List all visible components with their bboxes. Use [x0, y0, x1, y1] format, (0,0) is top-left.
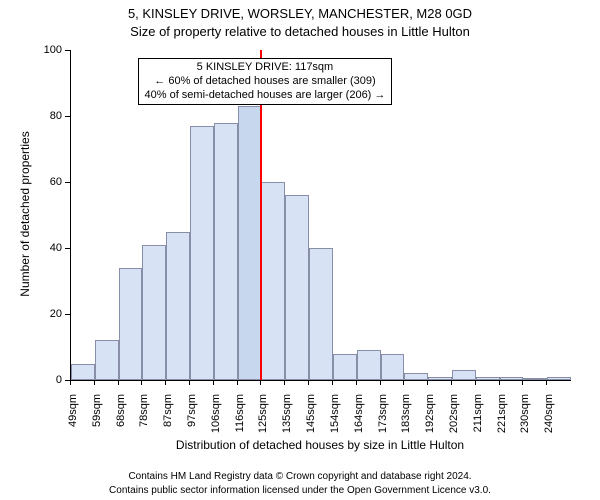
x-tick-label: 97sqm — [186, 394, 198, 454]
x-tick-label: 116sqm — [234, 394, 246, 454]
footer-line-2: Contains public sector information licen… — [0, 485, 600, 496]
histogram-bar — [476, 377, 500, 380]
x-tick-mark — [332, 380, 333, 385]
x-tick-label: 192sqm — [424, 394, 436, 454]
x-tick-label: 154sqm — [329, 394, 341, 454]
y-tick-label: 20 — [32, 308, 62, 320]
histogram-bar — [166, 232, 190, 381]
histogram-bar — [404, 373, 428, 380]
histogram-bar — [142, 245, 166, 380]
footer-line-1: Contains HM Land Registry data © Crown c… — [0, 471, 600, 482]
x-tick-mark — [94, 380, 95, 385]
histogram-bar — [261, 182, 285, 380]
y-tick-mark — [65, 50, 70, 51]
x-tick-mark — [189, 380, 190, 385]
x-tick-label: 202sqm — [448, 394, 460, 454]
x-tick-mark — [213, 380, 214, 385]
histogram-bar — [381, 354, 405, 380]
x-tick-label: 183sqm — [400, 394, 412, 454]
x-tick-mark — [356, 380, 357, 385]
histogram-bar — [285, 195, 309, 380]
x-tick-label: 49sqm — [67, 394, 79, 454]
chart-title-address: 5, KINSLEY DRIVE, WORSLEY, MANCHESTER, M… — [0, 6, 600, 21]
annotation-box: 5 KINSLEY DRIVE: 117sqm ← 60% of detache… — [138, 58, 393, 105]
histogram-bar — [190, 126, 214, 380]
x-tick-mark — [260, 380, 261, 385]
x-tick-mark — [451, 380, 452, 385]
histogram-bar — [333, 354, 357, 380]
y-tick-label: 100 — [32, 44, 62, 56]
x-tick-label: 173sqm — [377, 394, 389, 454]
histogram-bar — [523, 378, 547, 380]
histogram-bar — [428, 377, 452, 380]
y-tick-label: 0 — [32, 374, 62, 386]
y-tick-label: 40 — [32, 242, 62, 254]
x-tick-mark — [427, 380, 428, 385]
x-tick-mark — [546, 380, 547, 385]
x-tick-mark — [118, 380, 119, 385]
y-tick-mark — [65, 116, 70, 117]
x-tick-label: 125sqm — [257, 394, 269, 454]
x-tick-label: 230sqm — [519, 394, 531, 454]
x-tick-mark — [284, 380, 285, 385]
x-tick-label: 221sqm — [496, 394, 508, 454]
x-tick-mark — [308, 380, 309, 385]
annotation-line-3: 40% of semi-detached houses are larger (… — [145, 89, 386, 103]
x-tick-mark — [522, 380, 523, 385]
y-tick-mark — [65, 248, 70, 249]
y-tick-label: 80 — [32, 110, 62, 122]
histogram-bar — [71, 364, 95, 381]
y-axis-label: Number of detached properties — [18, 49, 32, 379]
x-tick-label: 135sqm — [281, 394, 293, 454]
x-tick-mark — [141, 380, 142, 385]
histogram-bar — [357, 350, 381, 380]
annotation-line-1: 5 KINSLEY DRIVE: 117sqm — [145, 61, 386, 75]
x-tick-label: 59sqm — [91, 394, 103, 454]
y-tick-label: 60 — [32, 176, 62, 188]
x-tick-mark — [237, 380, 238, 385]
histogram-bar — [309, 248, 333, 380]
x-tick-label: 145sqm — [305, 394, 317, 454]
chart-container: { "titles": { "line1": "5, KINSLEY DRIVE… — [0, 0, 600, 500]
histogram-bar — [95, 340, 119, 380]
histogram-bar — [547, 377, 571, 380]
chart-title-subtitle: Size of property relative to detached ho… — [0, 24, 600, 39]
x-tick-label: 68sqm — [115, 394, 127, 454]
x-tick-mark — [403, 380, 404, 385]
y-tick-mark — [65, 182, 70, 183]
x-tick-label: 78sqm — [138, 394, 150, 454]
x-tick-label: 240sqm — [543, 394, 555, 454]
annotation-line-2: ← 60% of detached houses are smaller (30… — [145, 75, 386, 89]
histogram-bar — [238, 106, 262, 380]
x-tick-mark — [70, 380, 71, 385]
y-tick-mark — [65, 314, 70, 315]
x-tick-mark — [499, 380, 500, 385]
x-tick-label: 106sqm — [210, 394, 222, 454]
x-tick-mark — [165, 380, 166, 385]
x-tick-label: 211sqm — [472, 394, 484, 454]
x-tick-mark — [475, 380, 476, 385]
histogram-bar — [452, 370, 476, 380]
x-tick-label: 164sqm — [353, 394, 365, 454]
histogram-bar — [500, 377, 524, 380]
x-tick-label: 87sqm — [162, 394, 174, 454]
histogram-bar — [119, 268, 143, 380]
x-tick-mark — [380, 380, 381, 385]
histogram-bar — [214, 123, 238, 380]
